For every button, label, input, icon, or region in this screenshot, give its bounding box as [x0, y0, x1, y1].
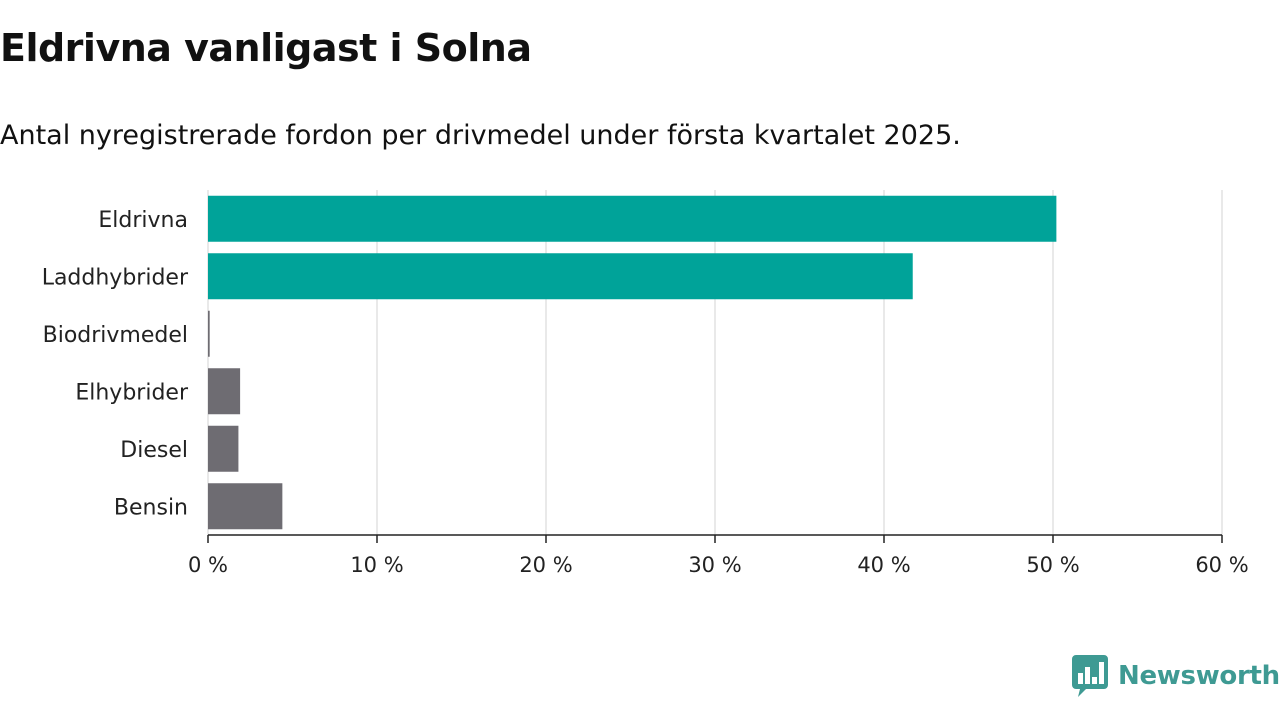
- category-label-laddhybrider: Laddhybrider: [42, 265, 189, 290]
- bar-eldrivna: [208, 195, 1057, 242]
- category-label-elhybrider: Elhybrider: [75, 380, 189, 405]
- x-tick-label-0: 0 %: [188, 553, 228, 577]
- x-tick-label-50: 50 %: [1026, 553, 1079, 577]
- bar-bensin: [208, 483, 283, 530]
- bars: [208, 195, 1057, 530]
- bar-diesel: [208, 425, 239, 472]
- newsworthy-logo-text: Newsworthy: [1118, 661, 1280, 691]
- bar-biodrivmedel: [208, 310, 210, 357]
- chart-title: Eldrivna vanligast i Solna: [0, 26, 532, 70]
- category-label-eldrivna: Eldrivna: [98, 208, 188, 233]
- x-tick-label-40: 40 %: [857, 553, 910, 577]
- x-axis: 0 % 10 % 20 % 30 % 40 % 50 % 60 %: [188, 534, 1249, 577]
- category-label-diesel: Diesel: [120, 438, 188, 463]
- bar-laddhybrider: [208, 253, 913, 300]
- chart-subtitle: Antal nyregistrerade fordon per drivmede…: [0, 120, 961, 151]
- bar-chart: Eldrivna Laddhybrider Biodrivmedel Elhybrid…: [42, 190, 1249, 577]
- grid-lines: [207, 190, 1223, 535]
- x-tick-label-10: 10 %: [350, 553, 403, 577]
- category-label-biodrivmedel: Biodrivmedel: [43, 323, 188, 348]
- x-tick-label-60: 60 %: [1195, 553, 1248, 577]
- bar-elhybrider: [208, 368, 241, 415]
- x-tick-label-20: 20 %: [519, 553, 572, 577]
- category-label-bensin: Bensin: [114, 495, 188, 520]
- newsworthy-logo-icon: [1072, 655, 1108, 697]
- x-tick-label-30: 30 %: [688, 553, 741, 577]
- category-labels: Eldrivna Laddhybrider Biodrivmedel Elhybrid…: [42, 208, 189, 521]
- newsworthy-logo: Newsworthy: [1072, 655, 1280, 697]
